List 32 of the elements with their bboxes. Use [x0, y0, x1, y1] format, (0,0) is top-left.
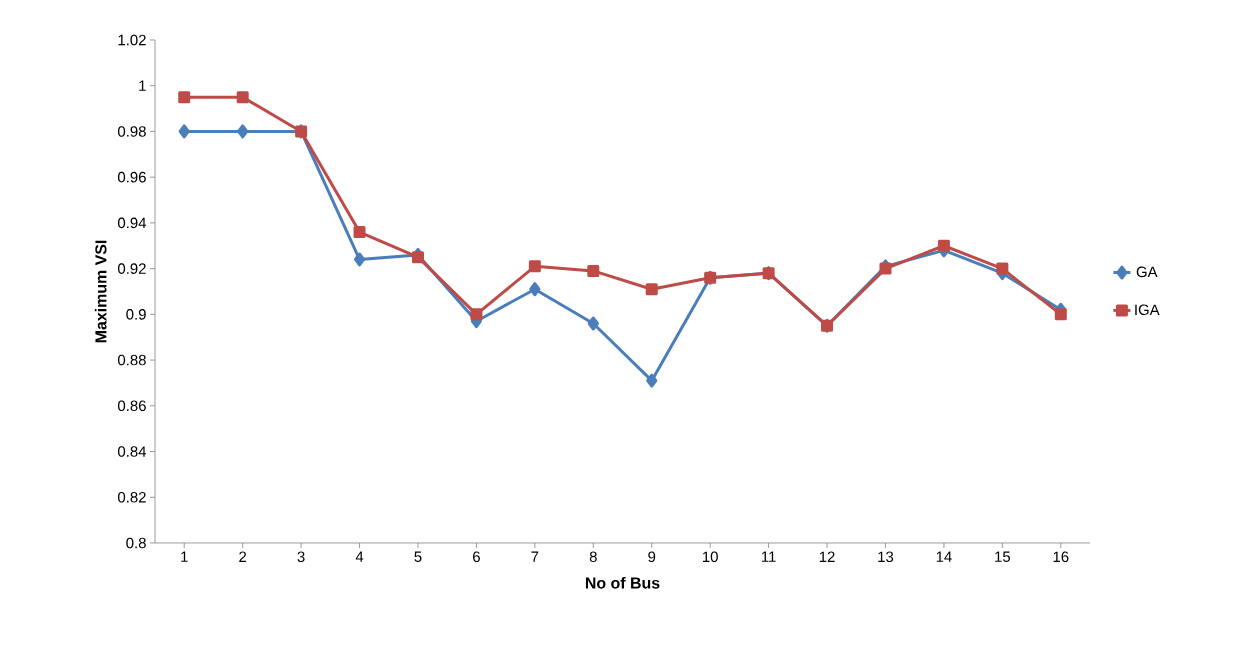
- x-tick-label: 3: [297, 551, 305, 563]
- x-tick-label: 1: [181, 551, 188, 562]
- y-tick-label: 0.84: [117, 446, 147, 457]
- legend-label: GA: [1136, 266, 1158, 278]
- x-axis-title: No of Bus: [585, 576, 660, 589]
- x-tick-label: 7: [531, 551, 539, 562]
- x-tick-label: 9: [648, 551, 656, 563]
- x-tick-label: 2: [239, 551, 247, 562]
- x-tick-label: 16: [1053, 551, 1069, 563]
- x-tick-label: 14: [936, 551, 952, 562]
- y-tick-label: 0.86: [117, 400, 146, 412]
- y-tick-label: 0.96: [117, 171, 146, 183]
- x-tick-label: 15: [995, 551, 1011, 562]
- y-tick-label: 1: [139, 80, 146, 91]
- x-tick-label: 12: [819, 551, 835, 562]
- y-tick-label: 1.02: [118, 34, 146, 46]
- x-tick-label: 13: [878, 551, 894, 563]
- y-tick-label: 0.92: [117, 263, 146, 274]
- x-tick-label: 4: [355, 551, 364, 562]
- x-tick-label: 5: [414, 551, 422, 562]
- x-tick-label: 11: [761, 551, 776, 562]
- y-tick-label: 0.98: [117, 126, 146, 137]
- y-tick-label: 0.88: [117, 354, 146, 366]
- x-tick-label: 8: [589, 551, 597, 563]
- y-tick-label: 0.8: [126, 537, 146, 549]
- y-tick-label: 0.82: [117, 491, 146, 503]
- legend-label: IGA: [1135, 304, 1160, 316]
- y-tick-label: 0.9: [126, 309, 146, 320]
- x-tick-label: 6: [473, 551, 480, 563]
- x-tick-label: 10: [703, 551, 718, 563]
- y-axis-title: Maximum VSI: [94, 240, 107, 343]
- y-tick-label: 0.94: [117, 217, 147, 229]
